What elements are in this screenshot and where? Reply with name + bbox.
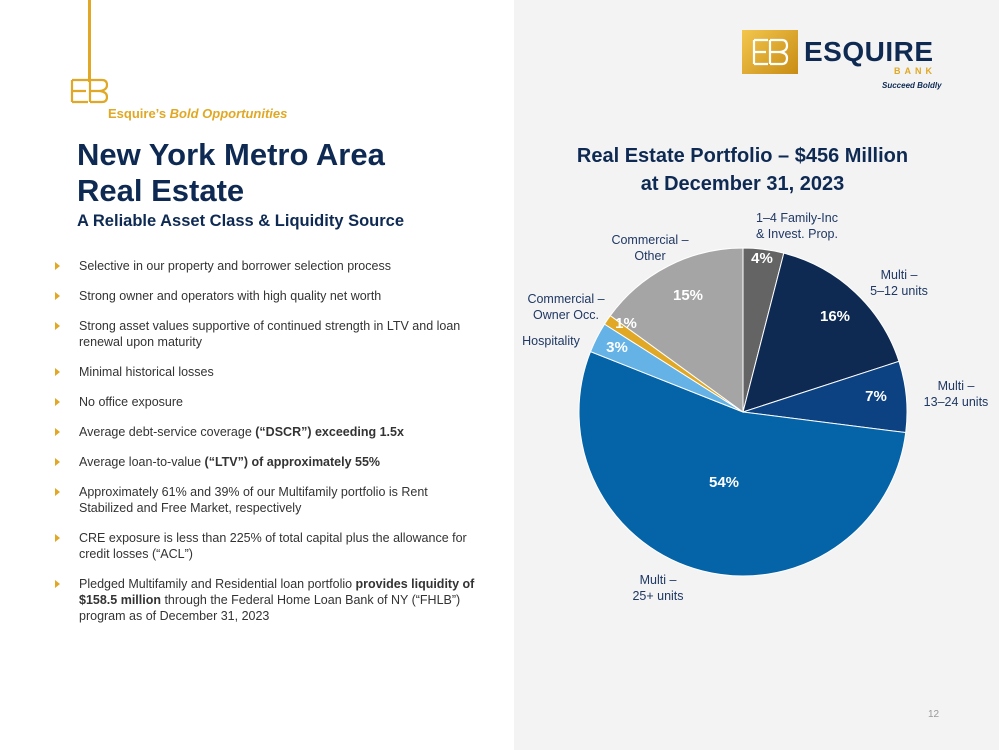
pie-slice-percent-label: 1% (615, 315, 637, 332)
pie-slice-percent-label: 54% (709, 474, 739, 491)
bullet-text: CRE exposure is less than 225% of total … (79, 531, 467, 561)
bullet-arrow-icon (55, 322, 60, 330)
eb-logo-icon (752, 38, 789, 66)
logo-bank-label: BANK (894, 66, 936, 76)
bullet-text: Selective in our property and borrower s… (79, 259, 391, 273)
bullet-text: provides liquidity of $158.5 million (79, 577, 475, 607)
pie-slice-category-label: Multi –13–24 units (924, 379, 989, 409)
bullet-item: Pledged Multifamily and Residential loan… (55, 576, 475, 624)
pie-slice-percent-label: 3% (606, 339, 628, 356)
page-subtitle: A Reliable Asset Class & Liquidity Sourc… (77, 212, 405, 230)
bullet-arrow-icon (55, 580, 60, 588)
eb-monogram-icon (70, 78, 108, 104)
bullet-arrow-icon (55, 534, 60, 542)
bullet-text: Average debt-service coverage (79, 425, 256, 439)
bullet-arrow-icon (55, 398, 60, 406)
bullet-arrow-icon (55, 262, 60, 270)
bullet-text: Approximately 61% and 39% of our Multifa… (79, 485, 428, 515)
bullet-text: Strong asset values supportive of contin… (79, 319, 461, 349)
pie-slice-category-label: Hospitality (522, 334, 580, 348)
pie-chart: 4% 1–4 Family-Inc & Invest. Prop. 16% Multi … (522, 211, 989, 603)
pie-slice-category-label: Commercial – Owner Occ. (527, 292, 604, 322)
bullet-arrow-icon (55, 428, 60, 436)
pie-slice-percent-label: 15% (673, 287, 703, 304)
section-kicker: Esquire’s Bold Opportunities (108, 106, 288, 121)
bullet-item: Strong asset values supportive of contin… (55, 318, 475, 350)
bullet-text: Average loan-to-value (79, 455, 205, 469)
bullet-list: Selective in our property and borrower s… (55, 258, 475, 624)
pie-slice-category-label: Multi –25+ units (632, 573, 683, 603)
gold-accent-line (88, 0, 91, 82)
bullet-text: Strong owner and operators with high qua… (79, 289, 382, 303)
bullet-text: Minimal historical losses (79, 365, 214, 379)
page-title: New York Metro Area Real Estate (77, 137, 385, 208)
logo-tagline: Succeed Boldly (882, 81, 942, 90)
page-number: 12 (928, 709, 940, 720)
pie-slice (609, 247, 744, 413)
bullet-item: CRE exposure is less than 225% of total … (55, 530, 475, 562)
pie-slice-percent-label: 16% (820, 308, 850, 325)
bullet-text: (“LTV”) of approximately 55% (204, 455, 381, 469)
pie-slice (578, 350, 907, 577)
logo-emblem (742, 30, 798, 74)
bullet-item: Approximately 61% and 39% of our Multifa… (55, 484, 475, 516)
bullet-item: Average debt-service coverage (“DSCR”) e… (55, 424, 475, 440)
pie-slice-category-label: Commercial – Other (611, 233, 688, 263)
bullet-item: No office exposure (55, 394, 475, 410)
bullet-item: Selective in our property and borrower s… (55, 258, 475, 274)
esquire-bank-logo: ESQUIRE BANK Succeed Boldly (742, 30, 942, 92)
pie-slice-percent-label: 4% (751, 250, 773, 267)
chart-title: Real Estate Portfolio – $456 Million at … (576, 145, 909, 195)
bullet-arrow-icon (55, 458, 60, 466)
pie-slice-category-label: 1–4 Family-Inc & Invest. Prop. (756, 211, 838, 241)
bullet-text: through the Federal Home Loan Bank of NY… (79, 593, 461, 623)
bullet-text: (“DSCR”) exceeding 1.5x (255, 425, 404, 439)
pie-slice-percent-label: 7% (865, 388, 887, 405)
bullet-item: Average loan-to-value (“LTV”) of approxi… (55, 454, 475, 470)
bullet-text: No office exposure (79, 395, 183, 409)
bullet-arrow-icon (55, 488, 60, 496)
pie-slice (742, 252, 900, 413)
bullet-text: Pledged Multifamily and Residential loan… (79, 577, 356, 591)
logo-wordmark: ESQUIRE (804, 36, 934, 67)
bullet-item: Strong owner and operators with high qua… (55, 288, 475, 304)
bullet-arrow-icon (55, 292, 60, 300)
bullet-arrow-icon (55, 368, 60, 376)
pie-slice-category-label: Multi –5–12 units (870, 268, 928, 298)
bullet-item: Minimal historical losses (55, 364, 475, 380)
